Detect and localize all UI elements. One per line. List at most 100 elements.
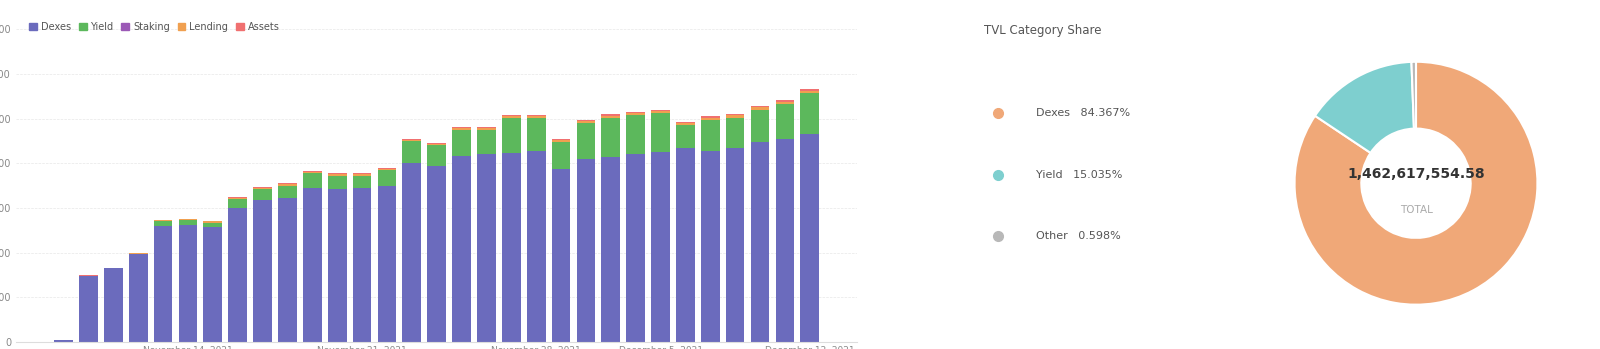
Bar bbox=[130, 253, 147, 254]
Bar bbox=[477, 154, 496, 342]
Bar bbox=[602, 114, 621, 116]
Bar bbox=[278, 184, 296, 186]
Bar bbox=[626, 115, 645, 154]
Bar bbox=[701, 118, 720, 120]
Bar bbox=[800, 134, 819, 342]
Bar bbox=[750, 142, 770, 342]
Bar bbox=[328, 189, 347, 342]
Bar bbox=[477, 127, 496, 128]
Bar bbox=[576, 159, 595, 342]
Bar bbox=[701, 116, 720, 118]
Bar bbox=[403, 140, 421, 141]
Bar bbox=[78, 276, 98, 342]
Bar bbox=[552, 142, 570, 169]
Bar bbox=[378, 170, 397, 186]
Bar bbox=[726, 148, 744, 342]
Bar bbox=[677, 125, 694, 148]
Bar bbox=[552, 139, 570, 140]
Bar bbox=[453, 130, 470, 156]
Bar bbox=[278, 198, 296, 342]
Bar bbox=[154, 220, 173, 221]
Text: Other   0.598%: Other 0.598% bbox=[1035, 231, 1120, 240]
Bar bbox=[253, 189, 272, 200]
Bar bbox=[253, 188, 272, 189]
Bar bbox=[427, 143, 446, 144]
Bar bbox=[302, 173, 322, 188]
Bar bbox=[726, 118, 744, 148]
Bar bbox=[502, 114, 520, 116]
Bar bbox=[403, 139, 421, 140]
Bar bbox=[526, 114, 546, 116]
Bar bbox=[677, 123, 694, 125]
Bar bbox=[453, 128, 470, 130]
Bar bbox=[203, 223, 222, 227]
Text: Yield   15.035%: Yield 15.035% bbox=[1035, 170, 1122, 179]
Legend: Dexes, Yield, Staking, Lending, Assets: Dexes, Yield, Staking, Lending, Assets bbox=[29, 22, 280, 32]
Wedge shape bbox=[1315, 62, 1414, 153]
Bar bbox=[552, 140, 570, 142]
Bar bbox=[229, 208, 246, 342]
Bar bbox=[453, 127, 470, 128]
Wedge shape bbox=[1411, 62, 1416, 129]
Bar bbox=[701, 151, 720, 342]
Bar bbox=[726, 115, 744, 118]
Bar bbox=[427, 144, 446, 146]
Bar bbox=[800, 91, 819, 93]
Bar bbox=[626, 154, 645, 342]
Bar bbox=[453, 156, 470, 342]
Bar bbox=[203, 227, 222, 342]
Bar bbox=[154, 226, 173, 342]
Bar bbox=[750, 107, 770, 110]
Bar bbox=[378, 169, 397, 170]
Bar bbox=[526, 116, 546, 118]
Text: TVL Category Share: TVL Category Share bbox=[984, 24, 1101, 37]
Bar bbox=[602, 157, 621, 342]
Bar bbox=[328, 176, 347, 189]
Bar bbox=[179, 220, 197, 225]
Bar bbox=[378, 168, 397, 169]
Bar bbox=[427, 146, 446, 165]
Bar bbox=[576, 121, 595, 123]
Bar bbox=[352, 176, 371, 188]
Bar bbox=[552, 169, 570, 342]
Bar bbox=[651, 152, 670, 342]
Bar bbox=[502, 153, 520, 342]
Bar bbox=[54, 340, 74, 342]
Bar bbox=[104, 268, 123, 342]
Text: 1,462,617,554.58: 1,462,617,554.58 bbox=[1347, 166, 1485, 180]
Bar bbox=[800, 93, 819, 134]
Bar bbox=[229, 199, 246, 208]
Bar bbox=[602, 116, 621, 118]
Bar bbox=[526, 118, 546, 151]
Bar bbox=[651, 110, 670, 111]
Bar bbox=[427, 165, 446, 342]
Text: Dexes   84.367%: Dexes 84.367% bbox=[1035, 109, 1130, 118]
Bar bbox=[776, 100, 794, 102]
Bar bbox=[352, 173, 371, 174]
Bar bbox=[576, 120, 595, 121]
Bar bbox=[403, 163, 421, 342]
Bar bbox=[776, 104, 794, 139]
Bar bbox=[328, 174, 347, 176]
Bar bbox=[352, 188, 371, 342]
Bar bbox=[651, 113, 670, 152]
Bar bbox=[403, 141, 421, 163]
Bar bbox=[302, 172, 322, 173]
Bar bbox=[776, 102, 794, 104]
Bar bbox=[776, 139, 794, 342]
Bar bbox=[502, 116, 520, 118]
Bar bbox=[800, 89, 819, 91]
Bar bbox=[602, 118, 621, 157]
Bar bbox=[253, 187, 272, 188]
Bar bbox=[179, 219, 197, 220]
Bar bbox=[626, 112, 645, 113]
Bar bbox=[179, 225, 197, 342]
Bar bbox=[726, 114, 744, 115]
Bar bbox=[302, 188, 322, 342]
Bar bbox=[154, 221, 173, 226]
Bar bbox=[253, 200, 272, 342]
Bar bbox=[502, 118, 520, 153]
Bar bbox=[229, 197, 246, 198]
Text: TOTAL: TOTAL bbox=[1400, 205, 1432, 215]
Bar bbox=[352, 174, 371, 176]
